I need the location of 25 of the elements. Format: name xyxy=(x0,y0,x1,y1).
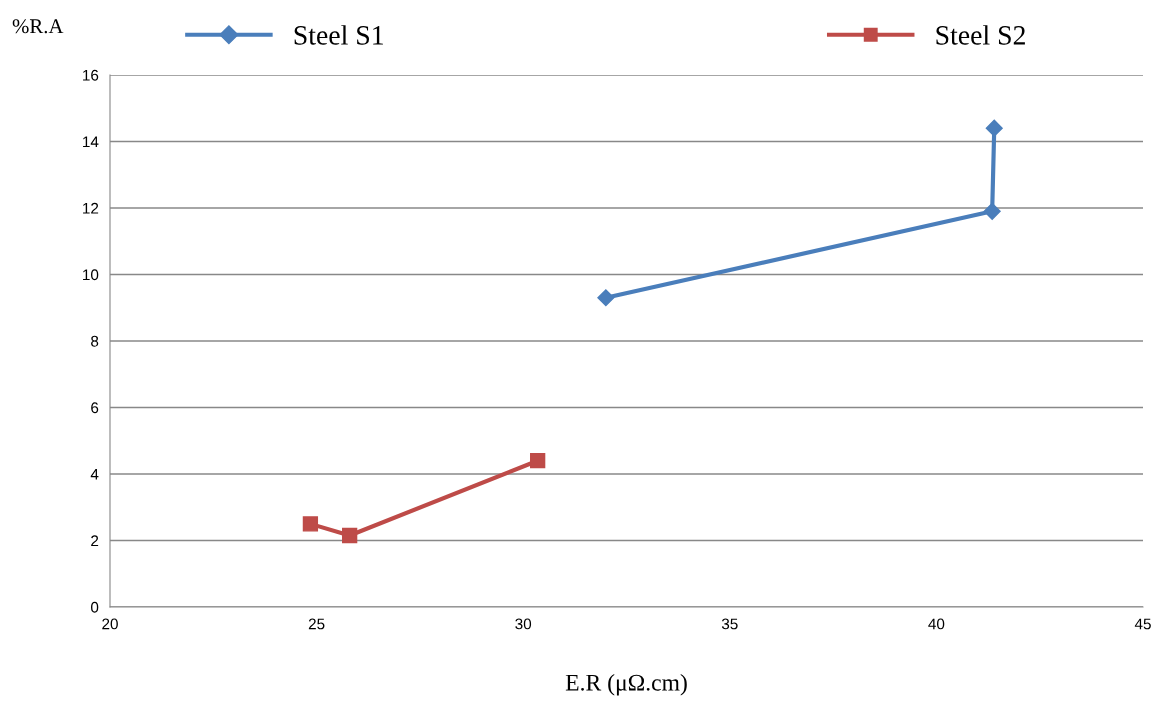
point xyxy=(530,453,546,469)
y-axis-title: %R.A xyxy=(12,19,64,34)
y-tick-label: 10 xyxy=(83,269,99,281)
y-tick-label: 0 xyxy=(90,601,99,613)
x-axis-title: E.R (μΩ.cm) xyxy=(565,674,687,696)
legend-label: Steel S1 xyxy=(294,25,383,45)
x-tick-label: 35 xyxy=(721,618,738,630)
x-tick-label: 30 xyxy=(515,618,532,630)
x-tick-label: 20 xyxy=(102,618,118,630)
y-tick-label: 8 xyxy=(91,335,99,347)
y-tick-label: 4 xyxy=(90,469,99,480)
x-tick-label: 25 xyxy=(308,618,325,630)
point xyxy=(342,527,358,544)
y-tick-label: 2 xyxy=(91,535,99,547)
point xyxy=(597,289,615,307)
y-tick-label: 12 xyxy=(83,202,99,214)
y-tick-label: 14 xyxy=(83,136,99,148)
point xyxy=(985,119,1003,137)
point xyxy=(983,202,1001,220)
x-tick-label: 45 xyxy=(1134,618,1151,630)
y-tick-label: 6 xyxy=(91,402,99,414)
point xyxy=(302,516,319,532)
x-tick-label: 40 xyxy=(928,618,945,630)
legend-label: Steel S2 xyxy=(936,25,1025,45)
y-tick-label: 16 xyxy=(83,69,99,81)
